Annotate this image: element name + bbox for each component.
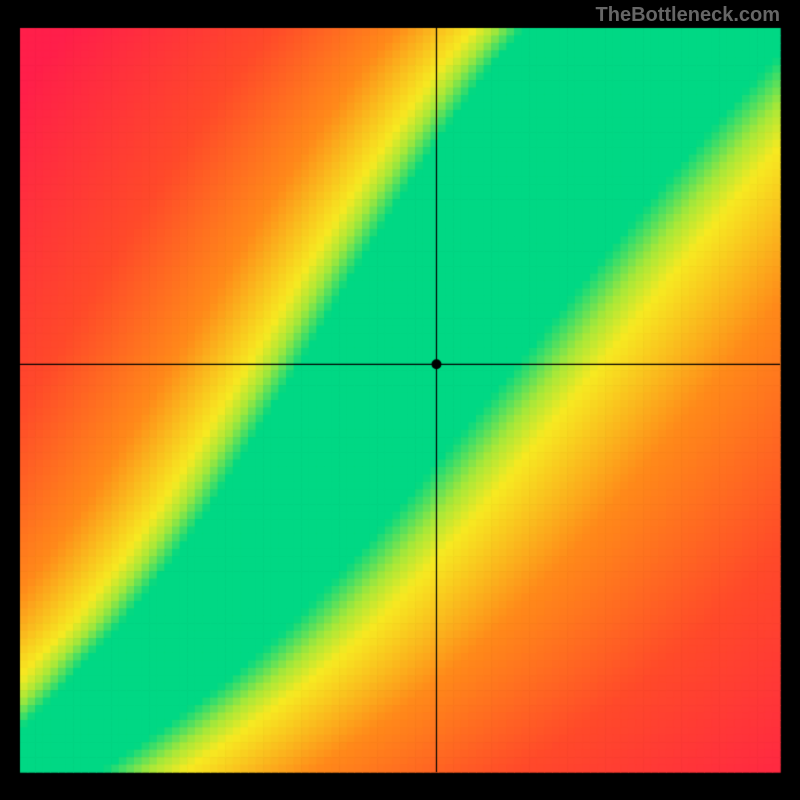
heatmap-canvas <box>0 0 800 800</box>
chart-container: TheBottleneck.com <box>0 0 800 800</box>
watermark-text: TheBottleneck.com <box>596 4 780 27</box>
